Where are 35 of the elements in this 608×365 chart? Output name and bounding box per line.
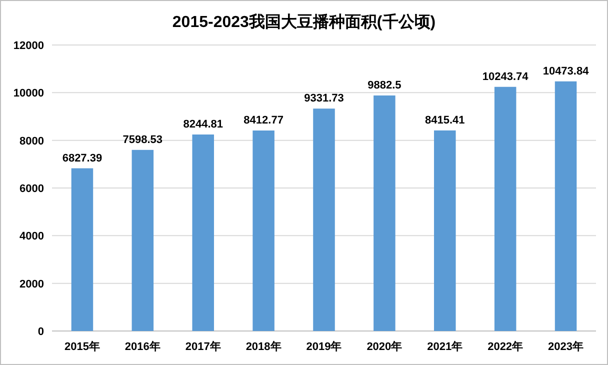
x-tick-label: 2016年 xyxy=(124,340,160,353)
y-tick-label: 8000 xyxy=(20,135,44,148)
chart-title: 2015-2023我国大豆播种面积(千公顷) xyxy=(172,13,436,31)
y-tick-label: 0 xyxy=(38,326,44,338)
y-tick-label: 10000 xyxy=(13,88,44,100)
data-label: 10473.84 xyxy=(542,65,590,78)
bar xyxy=(434,130,456,331)
bar xyxy=(374,95,396,331)
y-tick-label: 6000 xyxy=(20,183,44,195)
bar xyxy=(313,108,335,331)
bar xyxy=(192,134,214,331)
x-tick-label: 2021年 xyxy=(427,340,463,353)
data-label: 10243.74 xyxy=(482,70,530,83)
bar xyxy=(71,168,94,331)
x-tick-label: 2022年 xyxy=(488,340,524,353)
y-tick-label: 12000 xyxy=(13,40,44,52)
y-tick-label: 4000 xyxy=(20,230,44,243)
bar xyxy=(252,130,274,331)
bar xyxy=(554,81,577,331)
data-label: 8415.41 xyxy=(425,114,465,126)
x-tick-label: 2015年 xyxy=(64,340,100,353)
data-label: 8412.77 xyxy=(244,114,284,126)
bar xyxy=(494,86,516,331)
data-label: 9331.73 xyxy=(304,92,344,105)
data-label: 9882.5 xyxy=(368,79,402,92)
x-tick-label: 2018年 xyxy=(246,340,282,353)
x-tick-label: 2023年 xyxy=(548,340,584,353)
bar xyxy=(132,150,154,331)
data-label: 7598.53 xyxy=(122,134,163,146)
data-label: 8244.81 xyxy=(183,118,223,130)
x-tick-label: 2019年 xyxy=(306,340,342,353)
x-tick-label: 2017年 xyxy=(185,340,221,353)
x-tick-label: 2020年 xyxy=(366,340,402,353)
data-label: 6827.39 xyxy=(62,152,102,164)
y-tick-label: 2000 xyxy=(20,278,44,290)
